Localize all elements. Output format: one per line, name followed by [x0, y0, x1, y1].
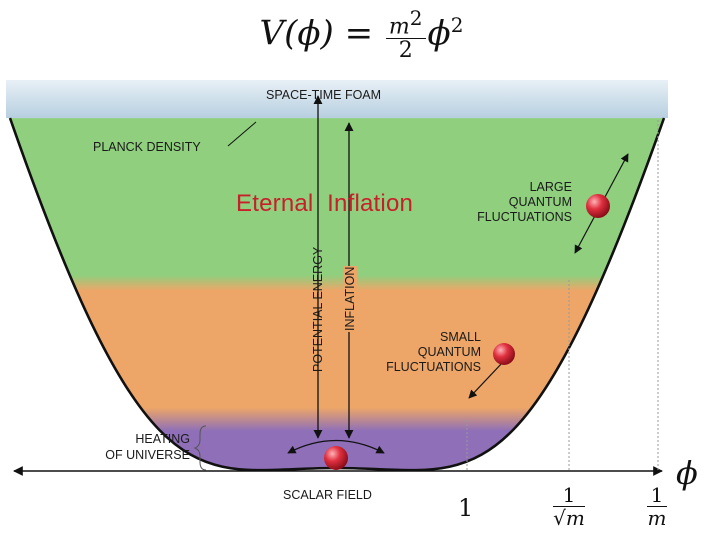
potential-formula: V(ϕ) = m2 2 ϕ2	[0, 8, 723, 63]
large-fluct-line-1: LARGE	[529, 180, 572, 194]
tick-inv-m: 1 m	[636, 484, 678, 529]
tick-inv-m-num: 1	[646, 484, 668, 507]
tick-inv-sqrt-m: 1 √m	[544, 484, 594, 529]
small-fluct-line-2: QUANTUM	[417, 345, 481, 359]
planck-density-label: PLANCK DENSITY	[93, 140, 201, 154]
eternal-inflation-title: Eternal Inflation	[236, 190, 414, 217]
tick-inv-sqrt-m-num: 1	[553, 484, 585, 507]
foam-bar	[6, 80, 668, 118]
large-fluct-label: LARGE QUANTUM FLUCTUATIONS	[470, 180, 572, 225]
heating-line-2: OF UNIVERSE	[105, 448, 190, 462]
formula-var: ϕ	[427, 13, 451, 54]
small-fluct-line-1: SMALL	[440, 330, 481, 344]
tick-one: 1	[458, 494, 474, 522]
tick-inv-sqrt-m-den: √m	[553, 506, 585, 530]
ball-large-fluct	[586, 194, 610, 218]
formula-num-sup: 2	[409, 6, 423, 30]
large-fluct-line-3: FLUCTUATIONS	[477, 210, 572, 224]
small-fluct-line-3: FLUCTUATIONS	[386, 360, 481, 374]
heating-brace	[193, 425, 207, 471]
formula-var-sup: 2	[450, 12, 464, 37]
formula-den: 2	[398, 38, 413, 64]
formula-num: m	[388, 14, 410, 40]
potential-energy-label: POTENTIAL ENERGY	[311, 246, 325, 372]
small-fluct-label: SMALL QUANTUM FLUCTUATIONS	[375, 330, 481, 375]
inflation-text: INFLATION	[343, 266, 357, 331]
formula-fraction: m2 2	[385, 6, 426, 64]
scalar-field-label: SCALAR FIELD	[283, 488, 372, 502]
space-time-foam-label: SPACE-TIME FOAM	[266, 88, 382, 102]
ball-small-fluct	[493, 343, 515, 365]
oscillation-arrow	[287, 440, 385, 454]
tick-inv-m-den: m	[647, 506, 667, 530]
large-fluct-line-2: QUANTUM	[508, 195, 572, 209]
formula-lhs: V(ϕ) =	[259, 13, 374, 54]
inflation-label: INFLATION	[343, 265, 357, 332]
phi-axis-label: ϕ	[676, 454, 698, 492]
planck-leader	[227, 121, 257, 147]
ball-minimum	[324, 446, 348, 470]
small-fluct-arrow	[468, 361, 504, 399]
heating-label: HEATING OF UNIVERSE	[78, 431, 190, 463]
heating-line-1: HEATING	[135, 432, 190, 446]
